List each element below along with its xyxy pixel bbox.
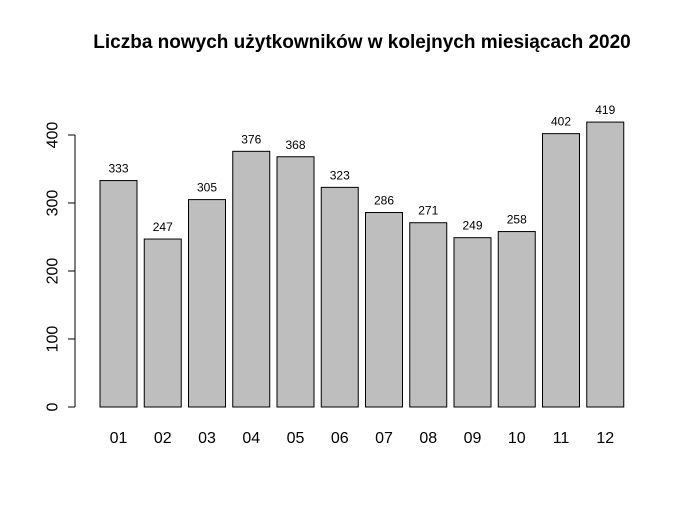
bar-08 xyxy=(409,222,448,408)
y-tick-label: 400 xyxy=(45,122,62,149)
bar-01 xyxy=(99,180,138,408)
bar-12 xyxy=(586,121,625,408)
data-label-11: 402 xyxy=(551,115,571,129)
bars-group xyxy=(99,121,625,408)
bar-11 xyxy=(542,133,580,408)
x-tick-label-12: 12 xyxy=(596,430,614,447)
x-tick-label-04: 04 xyxy=(242,430,260,447)
data-label-05: 368 xyxy=(285,138,305,152)
data-label-03: 305 xyxy=(197,181,217,195)
data-label-02: 247 xyxy=(153,220,173,234)
x-tick-label-02: 02 xyxy=(154,430,172,447)
data-labels-group: 333 247 305 376 368 323 286 271 249 258 402 419 xyxy=(108,103,615,234)
x-tick-label-06: 06 xyxy=(331,430,349,447)
data-label-06: 323 xyxy=(330,168,350,182)
data-label-01: 333 xyxy=(108,162,128,176)
data-label-04: 376 xyxy=(241,132,261,146)
x-tick-label-08: 08 xyxy=(419,430,437,447)
bar-04 xyxy=(232,150,271,408)
data-label-07: 286 xyxy=(374,194,394,208)
data-label-10: 258 xyxy=(507,213,527,227)
bar-03 xyxy=(188,199,226,408)
bar-06 xyxy=(320,186,359,408)
y-axis: 0 100 200 300 400 xyxy=(45,122,76,411)
data-label-09: 249 xyxy=(462,219,482,233)
x-tick-label-10: 10 xyxy=(508,430,526,447)
x-tick-label-11: 11 xyxy=(553,430,570,447)
x-tick-label-01: 01 xyxy=(110,430,128,447)
data-label-08: 271 xyxy=(418,204,438,218)
x-tick-label-07: 07 xyxy=(375,430,393,447)
x-tick-label-03: 03 xyxy=(198,430,216,447)
bar-10 xyxy=(497,231,536,408)
bar-05 xyxy=(276,156,315,408)
y-tick-label: 0 xyxy=(45,402,62,411)
data-label-12: 419 xyxy=(595,103,615,117)
x-tick-label-09: 09 xyxy=(464,430,482,447)
y-tick-label: 200 xyxy=(45,258,62,285)
bar-07 xyxy=(365,212,403,408)
bar-09 xyxy=(453,237,492,408)
x-tick-labels-group: 01 02 03 04 05 06 07 08 09 10 11 12 xyxy=(110,430,615,447)
bar-02 xyxy=(143,238,182,408)
x-tick-label-05: 05 xyxy=(287,430,305,447)
chart-title: Liczba nowych użytkowników w kolejnych m… xyxy=(93,32,630,53)
y-tick-label: 300 xyxy=(45,190,62,217)
y-tick-label: 100 xyxy=(45,326,62,353)
